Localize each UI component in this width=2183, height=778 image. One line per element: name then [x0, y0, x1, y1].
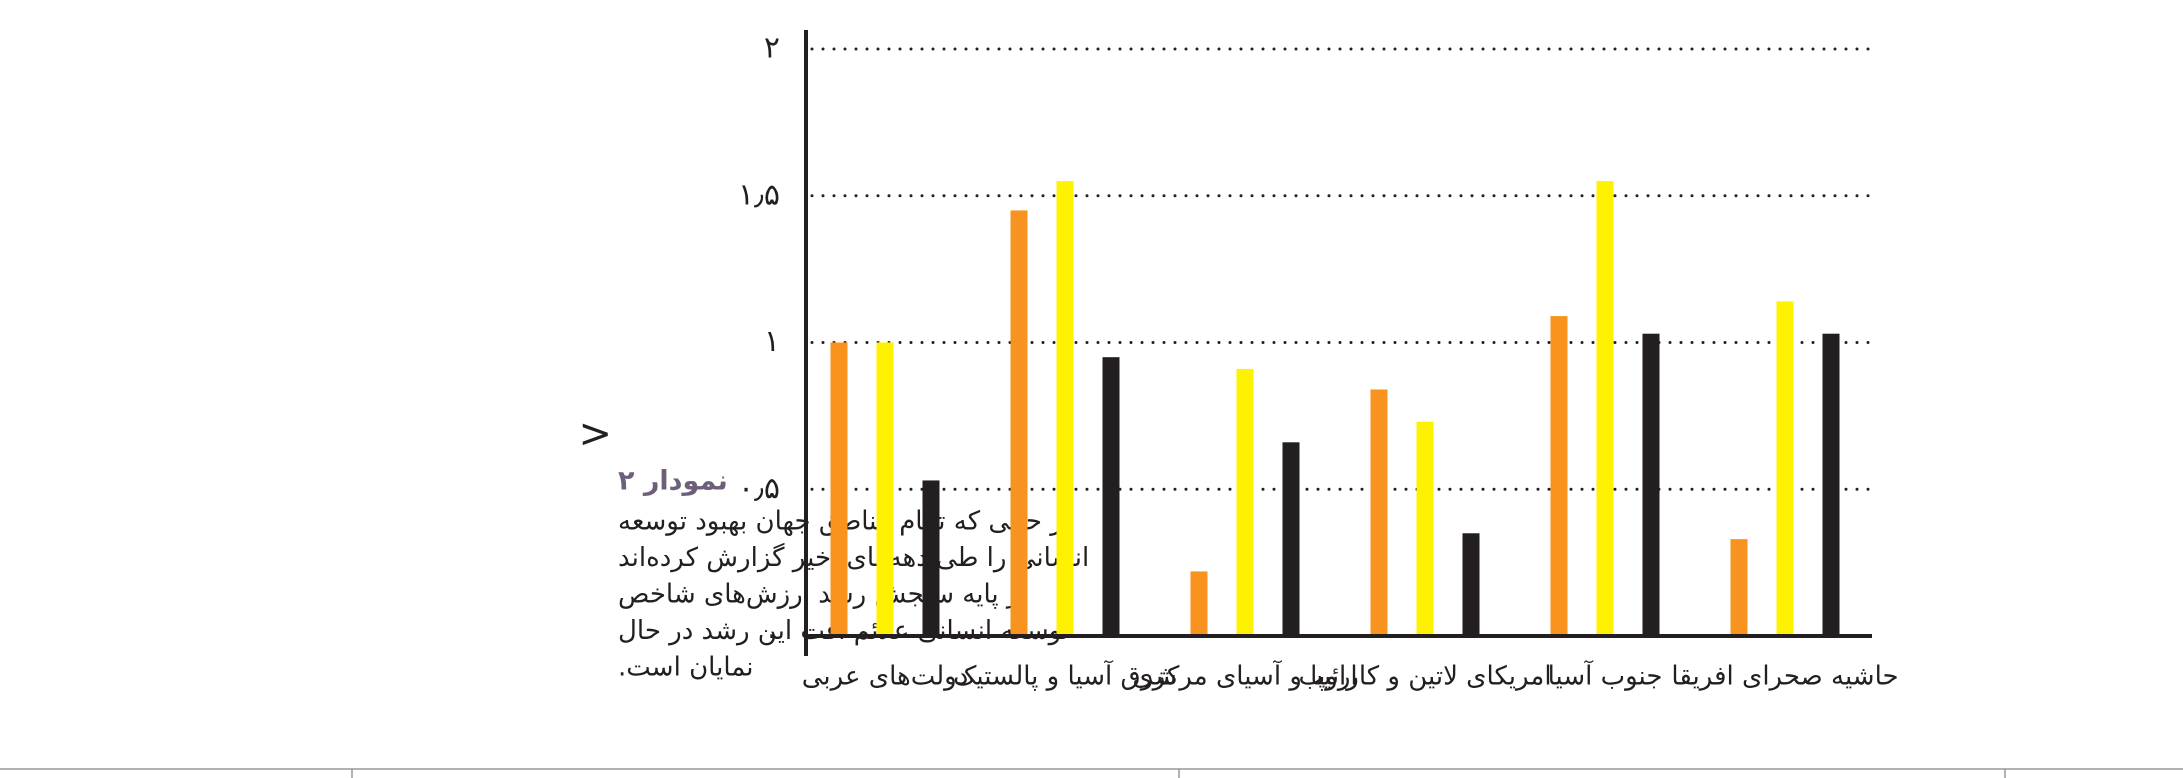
y-tick-label: ۱: [764, 324, 780, 359]
bar: [1056, 181, 1074, 636]
caption-line: بر پایه سنجش رشد ارزش‌های شاخص: [618, 580, 1028, 610]
bar: [1642, 333, 1660, 636]
caption-line: نمایان است.: [618, 653, 754, 683]
bar: [876, 342, 894, 636]
y-tick-label: ۰٫۵: [738, 471, 780, 506]
bar: [1596, 181, 1614, 636]
bar: [1776, 301, 1794, 636]
x-tick-label: امریکای لاتین و کارائیب: [1298, 662, 1551, 692]
bar: [1462, 533, 1480, 636]
x-tick-label: جنوب آسیا: [1548, 660, 1663, 692]
bar: [1550, 316, 1568, 636]
x-tick-label: دولت‌های عربی: [802, 662, 969, 692]
x-tick-label: اروپا و آسیای مرکزی: [1132, 660, 1357, 692]
bar: [1282, 442, 1300, 636]
bar: [1822, 333, 1840, 636]
x-tick-label: شرق آسیا و پالستیک: [953, 660, 1177, 692]
bar: [1730, 539, 1748, 636]
bar: [1416, 421, 1434, 636]
y-tick-label: ۱٫۵: [738, 177, 780, 212]
y-tick-label: ۰: [764, 618, 780, 653]
x-tick-label: حاشیه صحرای افریقا: [1671, 662, 1898, 692]
y-tick-label: ۲: [764, 31, 780, 66]
caption-title: نمودار ۲: [618, 466, 728, 497]
bar: [922, 480, 940, 636]
bar: [1102, 357, 1120, 636]
bar: [1010, 210, 1028, 637]
bar: [1236, 368, 1254, 636]
bar: [830, 342, 848, 636]
bar: [1370, 389, 1388, 636]
caption-marker: >: [578, 411, 612, 457]
bar: [1190, 571, 1208, 636]
